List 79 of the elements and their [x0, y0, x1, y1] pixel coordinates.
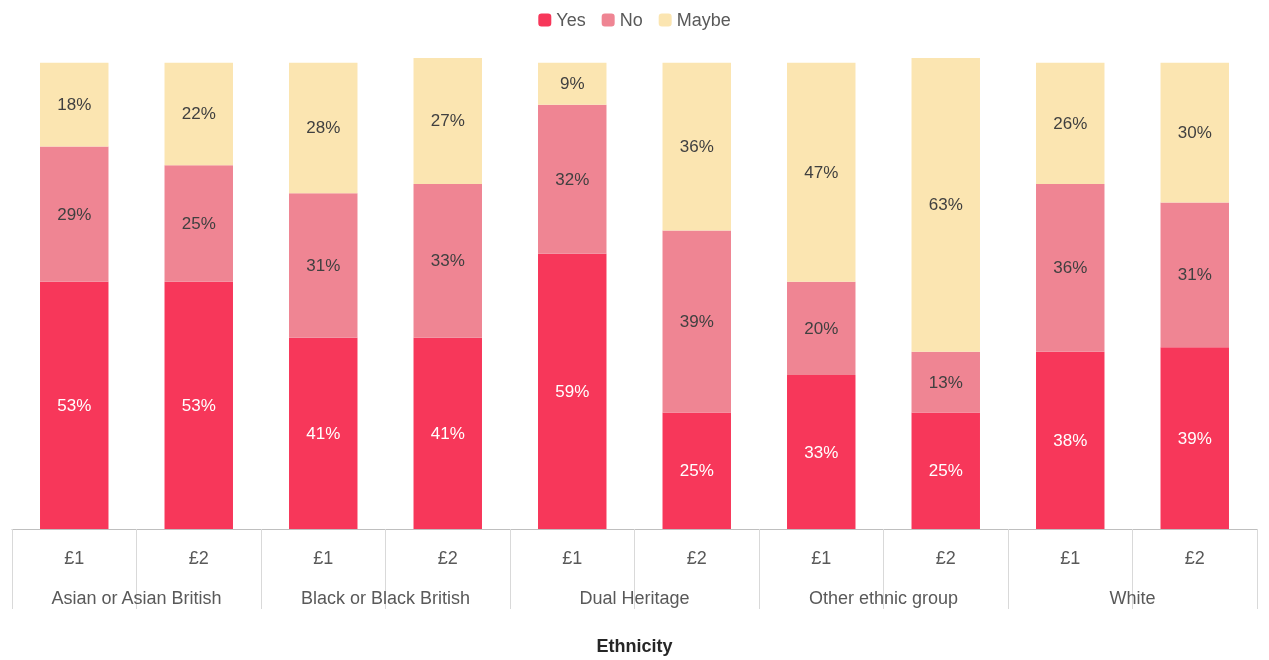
text: Black or Black British [300, 588, 471, 608]
data-label: 27% [430, 111, 465, 131]
data-label: 59% [555, 381, 590, 401]
data-label: 29% [57, 204, 92, 224]
data-label: 33% [804, 442, 839, 462]
bar [787, 375, 856, 529]
data-label: 26% [1053, 113, 1088, 133]
bar [289, 337, 358, 529]
x-axis-title: Ethnicity [596, 636, 673, 656]
bar [538, 253, 607, 529]
data-label: 47% [804, 162, 839, 182]
data-label: 31% [1177, 265, 1212, 285]
bar [40, 146, 109, 282]
data-label: 36% [679, 137, 714, 157]
bar [1160, 347, 1229, 529]
bar [662, 230, 731, 413]
bar [164, 62, 233, 166]
bar [164, 281, 233, 529]
x-tick-label: £1 [811, 548, 832, 568]
x-tick-label: £2 [935, 548, 956, 568]
data-label: 20% [804, 318, 839, 338]
data-label: 36% [1053, 258, 1088, 278]
legend-label: Yes [556, 10, 586, 30]
data-label: 25% [679, 461, 714, 481]
bar [413, 58, 482, 184]
data-label: 28% [306, 118, 341, 138]
data-label: 32% [555, 169, 590, 189]
text: Asian or Asian British [51, 588, 222, 608]
bar [40, 281, 109, 529]
bar [1036, 351, 1105, 529]
data-label: 41% [430, 423, 465, 443]
x-tick-label: £2 [437, 548, 458, 568]
x-tick-label: £1 [313, 548, 334, 568]
bar [164, 165, 233, 282]
x-tick-label: £2 [686, 548, 707, 568]
data-label: 41% [306, 423, 341, 443]
data-label: 39% [679, 311, 714, 331]
text: Other ethnic group [808, 588, 959, 608]
data-label: 31% [306, 256, 341, 276]
bar [911, 58, 980, 352]
x-tick-label: £1 [562, 548, 583, 568]
x-tick-label: £2 [1184, 548, 1205, 568]
data-label: 25% [181, 214, 216, 234]
bar [289, 62, 358, 194]
text: Dual Heritage [579, 588, 690, 608]
bar [40, 62, 109, 147]
text: White [1109, 588, 1156, 608]
data-label: 30% [1177, 123, 1212, 143]
bar [413, 183, 482, 338]
bar [1036, 183, 1105, 352]
data-label: 39% [1177, 428, 1212, 448]
data-label: 22% [181, 104, 216, 124]
data-label: 9% [559, 74, 585, 94]
data-label: 63% [928, 195, 963, 215]
bar [289, 193, 358, 338]
bar [1160, 202, 1229, 348]
data-label: 18% [57, 95, 92, 115]
bar [787, 281, 856, 376]
bar [787, 62, 856, 282]
data-label: 53% [181, 395, 216, 415]
data-label: 53% [57, 395, 92, 415]
bar [662, 62, 731, 231]
bar [538, 104, 607, 254]
legend-label: Maybe [676, 10, 731, 30]
data-label: 38% [1053, 430, 1088, 450]
legend-label: No [619, 10, 643, 30]
bar [911, 351, 980, 413]
x-tick-label: £1 [64, 548, 85, 568]
x-tick-label: £2 [188, 548, 209, 568]
data-label: 33% [430, 251, 465, 271]
bar [538, 62, 607, 105]
bar [1036, 62, 1105, 184]
data-label: 25% [928, 461, 963, 481]
data-label: 13% [928, 372, 963, 392]
x-tick-label: £1 [1060, 548, 1081, 568]
bar [1160, 62, 1229, 203]
bar [662, 412, 731, 529]
bar [413, 337, 482, 529]
bar [911, 412, 980, 529]
